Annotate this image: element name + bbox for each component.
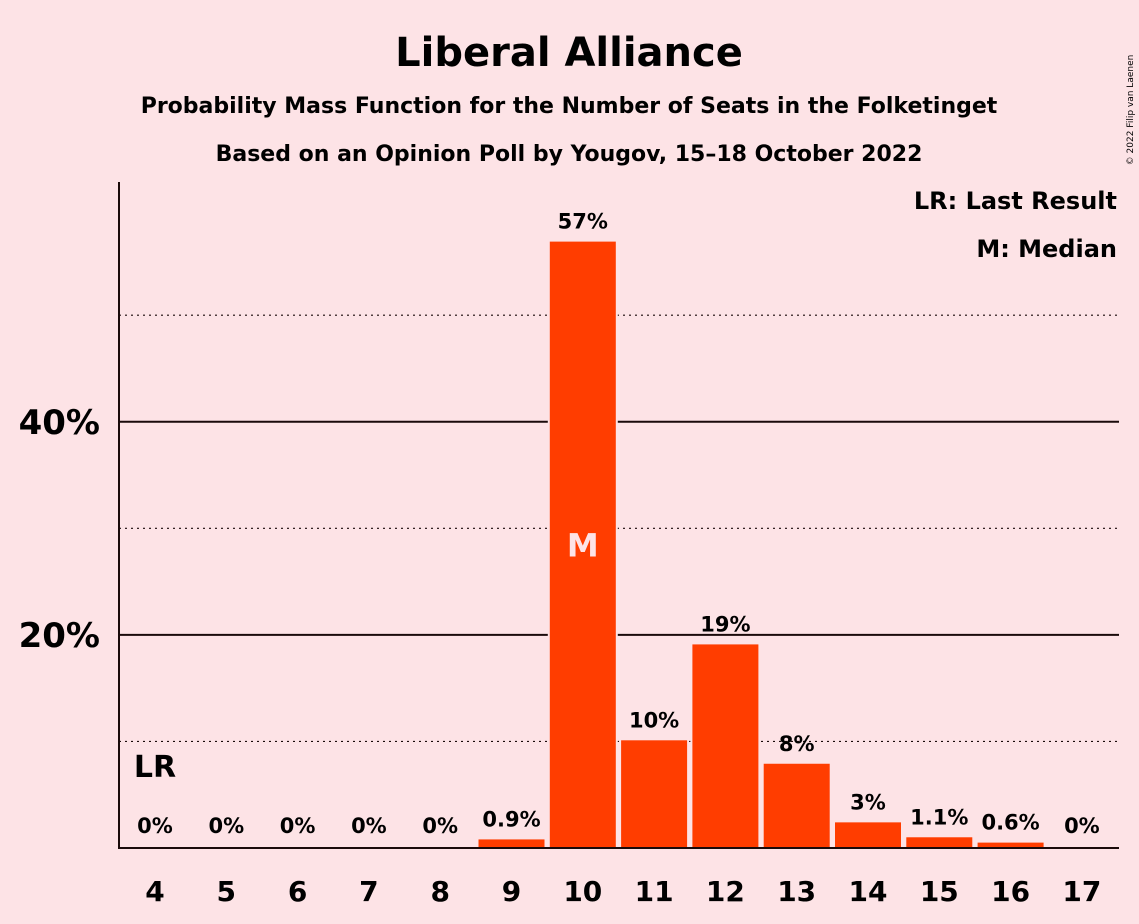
data-label-5: 0% [208, 814, 244, 838]
data-label-15: 1.1% [910, 805, 968, 829]
bar-12 [690, 642, 761, 849]
data-label-16: 0.6% [981, 811, 1039, 835]
legend-median: M: Median [976, 235, 1117, 263]
legend-last-result: LR: Last Result [914, 187, 1117, 215]
last-result-marker: LR [134, 750, 176, 785]
bars [476, 239, 1046, 850]
data-label-7: 0% [351, 814, 387, 838]
data-label-11: 10% [629, 708, 679, 732]
y-tick-label-0: 20% [19, 616, 100, 656]
bar-15 [904, 835, 975, 849]
data-label-6: 0% [280, 814, 316, 838]
bar-14 [833, 820, 903, 849]
data-label-14: 3% [850, 790, 886, 814]
x-tick-label-7: 7 [359, 875, 378, 908]
x-tick-label-9: 9 [502, 875, 521, 908]
copyright-text: © 2022 Filip van Laenen [1126, 55, 1136, 166]
x-tick-label-16: 16 [991, 875, 1030, 908]
x-tick-label-10: 10 [563, 875, 602, 908]
grid [119, 314, 1119, 743]
x-tick-label-11: 11 [635, 875, 674, 908]
bar-10 [547, 239, 618, 850]
x-axis-labels: 4 5 6 7 8 9 10 11 12 13 14 15 16 17 [145, 875, 1101, 908]
chart-title: Liberal Alliance [395, 30, 743, 76]
y-axis-labels: 20% 40% [19, 403, 100, 656]
data-label-13: 8% [779, 732, 815, 756]
x-tick-label-13: 13 [777, 875, 816, 908]
x-tick-label-17: 17 [1062, 875, 1101, 908]
bar-9 [476, 837, 547, 850]
data-label-17: 0% [1064, 814, 1100, 838]
data-label-12: 19% [700, 612, 750, 636]
x-tick-label-12: 12 [706, 875, 745, 908]
chart-subtitle-poll: Based on an Opinion Poll by Yougov, 15–1… [216, 142, 923, 167]
data-label-9: 0.9% [482, 807, 540, 831]
data-label-8: 0% [422, 814, 458, 838]
bar-11 [619, 738, 690, 849]
data-label-10: 57% [558, 210, 608, 234]
data-label-4: 0% [137, 814, 173, 838]
chart-subtitle: Probability Mass Function for the Number… [141, 94, 998, 119]
x-tick-label-8: 8 [430, 875, 449, 908]
x-tick-label-15: 15 [920, 875, 959, 908]
x-tick-label-5: 5 [217, 875, 236, 908]
x-tick-label-14: 14 [849, 875, 888, 908]
bar-13 [761, 761, 832, 850]
data-labels: 0% 0% 0% 0% 0% 0.9% 57% 10% 19% 8% 3% 1.1% 0.6% 0% [137, 210, 1100, 838]
y-tick-label-1: 40% [19, 403, 100, 443]
median-marker: M [567, 526, 599, 564]
x-tick-label-6: 6 [288, 875, 307, 908]
x-tick-label-4: 4 [145, 875, 164, 908]
